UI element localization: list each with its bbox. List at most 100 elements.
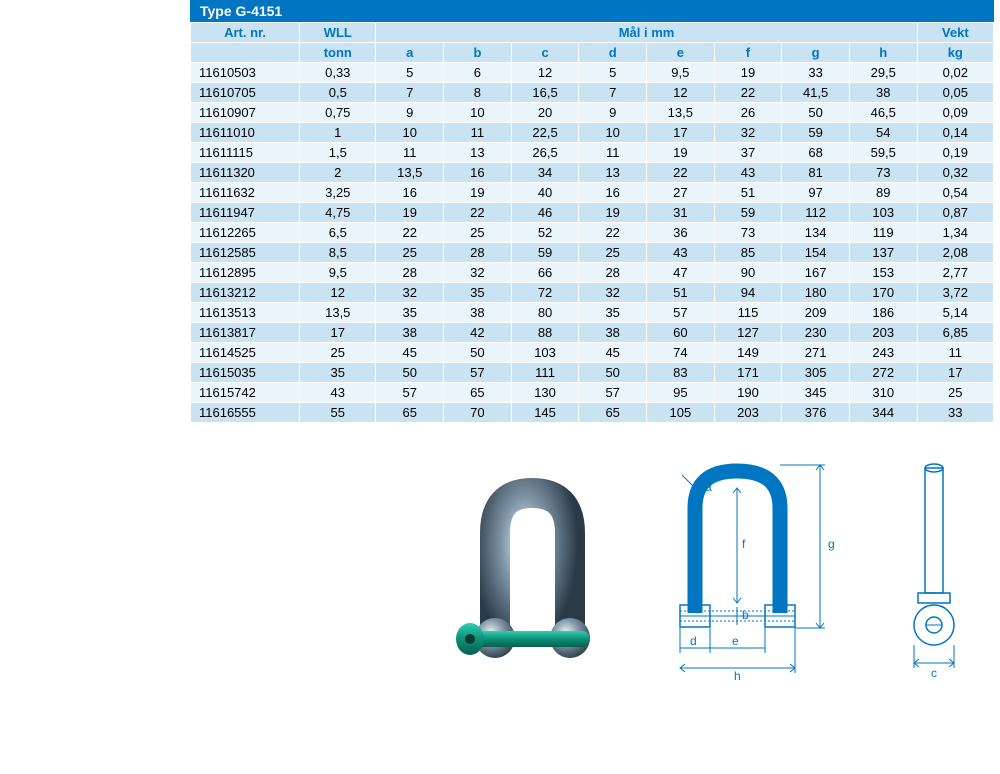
cell-art: 11611010 <box>191 123 300 143</box>
cell-b: 38 <box>444 303 512 323</box>
cell-art: 11611632 <box>191 183 300 203</box>
cell-a: 65 <box>376 403 444 423</box>
th-e: e <box>647 43 715 63</box>
cell-f: 203 <box>714 403 782 423</box>
cell-c: 88 <box>511 323 579 343</box>
cell-a: 32 <box>376 283 444 303</box>
cell-g: 271 <box>782 343 850 363</box>
cell-wll: 2 <box>300 163 376 183</box>
cell-e: 74 <box>647 343 715 363</box>
cell-art: 11611947 <box>191 203 300 223</box>
cell-b: 11 <box>444 123 512 143</box>
th-wll: WLL <box>300 23 376 43</box>
cell-h: 272 <box>849 363 917 383</box>
cell-wt: 2,08 <box>917 243 993 263</box>
cell-c: 40 <box>511 183 579 203</box>
cell-a: 38 <box>376 323 444 343</box>
table-row: 116111151,5111326,51119376859,50,19 <box>191 143 994 163</box>
cell-wll: 8,5 <box>300 243 376 263</box>
cell-g: 50 <box>782 103 850 123</box>
shackle-3d-illustration <box>440 473 620 683</box>
cell-wll: 4,75 <box>300 203 376 223</box>
cell-art: 11611115 <box>191 143 300 163</box>
th-weight: Vekt <box>917 23 993 43</box>
cell-g: 180 <box>782 283 850 303</box>
cell-e: 51 <box>647 283 715 303</box>
th-dims: Mål i mm <box>376 23 917 43</box>
cell-e: 31 <box>647 203 715 223</box>
cell-h: 29,5 <box>849 63 917 83</box>
cell-e: 17 <box>647 123 715 143</box>
cell-h: 73 <box>849 163 917 183</box>
cell-h: 243 <box>849 343 917 363</box>
cell-d: 57 <box>579 383 647 403</box>
cell-f: 51 <box>714 183 782 203</box>
cell-a: 10 <box>376 123 444 143</box>
cell-f: 90 <box>714 263 782 283</box>
cell-e: 47 <box>647 263 715 283</box>
cell-d: 45 <box>579 343 647 363</box>
cell-b: 42 <box>444 323 512 343</box>
cell-e: 27 <box>647 183 715 203</box>
cell-g: 33 <box>782 63 850 83</box>
cell-art: 11613212 <box>191 283 300 303</box>
cell-a: 16 <box>376 183 444 203</box>
th-b: b <box>444 43 512 63</box>
cell-wll: 9,5 <box>300 263 376 283</box>
cell-b: 50 <box>444 343 512 363</box>
cell-f: 32 <box>714 123 782 143</box>
dim-c-label: c <box>931 666 937 680</box>
cell-wt: 0,87 <box>917 203 993 223</box>
cell-h: 344 <box>849 403 917 423</box>
cell-e: 19 <box>647 143 715 163</box>
table-row: 116110101101122,510173259540,14 <box>191 123 994 143</box>
cell-wll: 0,75 <box>300 103 376 123</box>
cell-a: 19 <box>376 203 444 223</box>
cell-d: 10 <box>579 123 647 143</box>
cell-wt: 0,02 <box>917 63 993 83</box>
cell-d: 35 <box>579 303 647 323</box>
cell-c: 72 <box>511 283 579 303</box>
table-row: 11615742435765130579519034531025 <box>191 383 994 403</box>
cell-wll: 13,5 <box>300 303 376 323</box>
cell-c: 66 <box>511 263 579 283</box>
th-a: a <box>376 43 444 63</box>
cell-f: 149 <box>714 343 782 363</box>
cell-d: 50 <box>579 363 647 383</box>
th-f: f <box>714 43 782 63</box>
cell-f: 22 <box>714 83 782 103</box>
cell-e: 60 <box>647 323 715 343</box>
cell-e: 12 <box>647 83 715 103</box>
dim-f-label: f <box>742 537 746 551</box>
cell-wll: 3,25 <box>300 183 376 203</box>
cell-wll: 25 <box>300 343 376 363</box>
cell-d: 16 <box>579 183 647 203</box>
dim-a-label: a <box>705 480 712 494</box>
cell-art: 11611320 <box>191 163 300 183</box>
cell-c: 130 <box>511 383 579 403</box>
cell-e: 13,5 <box>647 103 715 123</box>
th-g: g <box>782 43 850 63</box>
cell-f: 85 <box>714 243 782 263</box>
cell-wt: 1,34 <box>917 223 993 243</box>
table-row: 11613212123235723251941801703,72 <box>191 283 994 303</box>
th-art: Art. nr. <box>191 23 300 43</box>
cell-d: 22 <box>579 223 647 243</box>
cell-c: 59 <box>511 243 579 263</box>
cell-wt: 25 <box>917 383 993 403</box>
cell-h: 119 <box>849 223 917 243</box>
cell-f: 94 <box>714 283 782 303</box>
cell-h: 59,5 <box>849 143 917 163</box>
cell-art: 11613817 <box>191 323 300 343</box>
cell-art: 11615742 <box>191 383 300 403</box>
cell-wll: 17 <box>300 323 376 343</box>
cell-wll: 35 <box>300 363 376 383</box>
cell-g: 376 <box>782 403 850 423</box>
cell-e: 36 <box>647 223 715 243</box>
cell-h: 203 <box>849 323 917 343</box>
cell-g: 209 <box>782 303 850 323</box>
cell-art: 11612895 <box>191 263 300 283</box>
cell-a: 9 <box>376 103 444 123</box>
cell-b: 65 <box>444 383 512 403</box>
cell-f: 190 <box>714 383 782 403</box>
